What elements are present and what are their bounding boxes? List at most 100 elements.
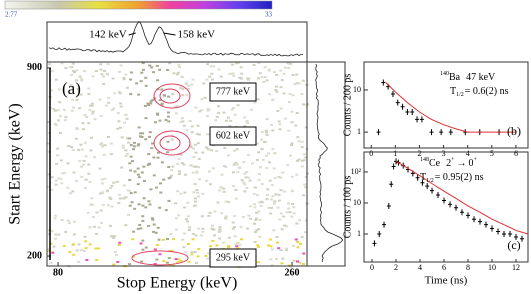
heatmap-cell: [146, 163, 150, 166]
heatmap-cell: [186, 215, 190, 218]
heatmap-cell: [245, 120, 249, 123]
peak-label: 158 keV: [177, 29, 215, 41]
heatmap-cell: [142, 180, 146, 183]
heatmap-cell: [293, 83, 297, 86]
projection-frame: [306, 61, 346, 267]
heatmap-cell: [170, 249, 174, 252]
heatmap-cell: [291, 94, 295, 97]
heatmap-cell: [193, 143, 197, 146]
heatmap-cell: [92, 156, 96, 159]
heatmap-cell: [87, 87, 91, 90]
heatmap-cell: [253, 231, 257, 234]
heatmap-cell: [184, 218, 188, 221]
heatmap-cell: [81, 122, 85, 125]
heatmap-cell: [159, 191, 163, 194]
heatmap-cell: [68, 251, 72, 254]
heatmap-cell: [149, 100, 153, 103]
heatmap-cell: [247, 78, 251, 81]
heatmap-cell: [304, 126, 308, 129]
heatmap-cell: [207, 170, 211, 173]
heatmap-cell: [72, 148, 76, 151]
heatmap-cell: [72, 233, 76, 236]
heatmap-cell: [188, 226, 192, 229]
heatmap-cell: [271, 147, 275, 150]
heatmap-cell: [297, 219, 301, 222]
heatmap-cell: [239, 238, 243, 241]
heatmap-cell: [288, 92, 292, 95]
colorbar: [4, 0, 273, 10]
heatmap-cell: [90, 136, 94, 139]
heatmap-cell: [49, 242, 53, 245]
heatmap-cell: [243, 172, 247, 175]
heatmap-cell: [140, 71, 144, 74]
heatmap-cell: [122, 197, 126, 200]
heatmap-cell: [177, 258, 181, 261]
y-tick-label: 10: [353, 198, 361, 207]
heatmap-cell: [260, 138, 264, 141]
heatmap-cell: [82, 160, 86, 163]
heatmap-cell: [287, 66, 291, 69]
data-point: [386, 202, 391, 209]
heatmap-cell: [67, 144, 71, 147]
heatmap-cell: [141, 204, 145, 207]
heatmap-cell: [156, 226, 160, 229]
heatmap-cell: [170, 169, 174, 172]
heatmap-cell: [238, 166, 242, 169]
transition: 47 keV: [466, 72, 496, 83]
heatmap-cell: [187, 87, 191, 90]
heatmap-cell: [278, 123, 282, 126]
heatmap-cell: [288, 62, 292, 65]
heatmap-cell: [156, 113, 160, 116]
heatmap-cell: [50, 230, 54, 233]
heatmap-cell: [233, 235, 237, 238]
heatmap-cell: [150, 147, 154, 150]
heatmap-cell: [279, 189, 283, 192]
heatmap-cell: [139, 80, 143, 83]
heatmap-cell: [287, 202, 291, 205]
heatmap-cell: [247, 176, 251, 179]
heatmap-cell: [156, 151, 160, 154]
heatmap-cell: [216, 201, 220, 204]
heatmap-cell: [200, 215, 204, 218]
heatmap-cell: [273, 152, 277, 155]
heatmap-cell: [140, 135, 144, 138]
heatmap-cell: [281, 257, 285, 260]
heatmap-cell: [245, 171, 249, 174]
nucleus-label: 140Ba 47 keV: [440, 71, 496, 83]
heatmap-cell: [71, 85, 75, 88]
heatmap-cell: [267, 206, 271, 209]
heatmap-cell: [135, 82, 139, 85]
heatmap-cell: [279, 176, 283, 179]
heatmap-cell: [166, 238, 170, 241]
heatmap-cell: [108, 224, 112, 227]
heatmap-cell: [235, 245, 239, 248]
peak-arrow: [163, 32, 176, 36]
heatmap-cell: [195, 261, 199, 264]
heatmap-cell: [252, 63, 256, 66]
heatmap-cell: [183, 206, 187, 209]
heatmap-cell: [116, 127, 120, 130]
data-point: [490, 225, 495, 232]
heatmap-cell: [204, 146, 208, 149]
heatmap-cell: [208, 245, 212, 248]
heatmap-cell: [243, 116, 247, 119]
heatmap-cell: [57, 119, 61, 122]
heatmap-cell: [66, 162, 70, 165]
data-point: [514, 233, 519, 240]
heatmap-cell: [84, 240, 88, 243]
heatmap-cell: [219, 75, 223, 78]
heatmap-cell: [99, 114, 103, 117]
x-tick-label: 80: [53, 267, 63, 278]
heatmap-cell: [125, 152, 129, 155]
heatmap-cell: [75, 79, 79, 82]
heatmap-cell: [84, 155, 88, 158]
heatmap-cell: [182, 124, 186, 127]
data-point: [420, 179, 425, 186]
heatmap-cell: [47, 173, 51, 176]
heatmap-cell: [227, 245, 231, 248]
heatmap-cell: [112, 107, 116, 110]
heatmap-cell: [118, 241, 122, 244]
heatmap-cell: [304, 156, 308, 159]
heatmap-cell: [91, 203, 95, 206]
